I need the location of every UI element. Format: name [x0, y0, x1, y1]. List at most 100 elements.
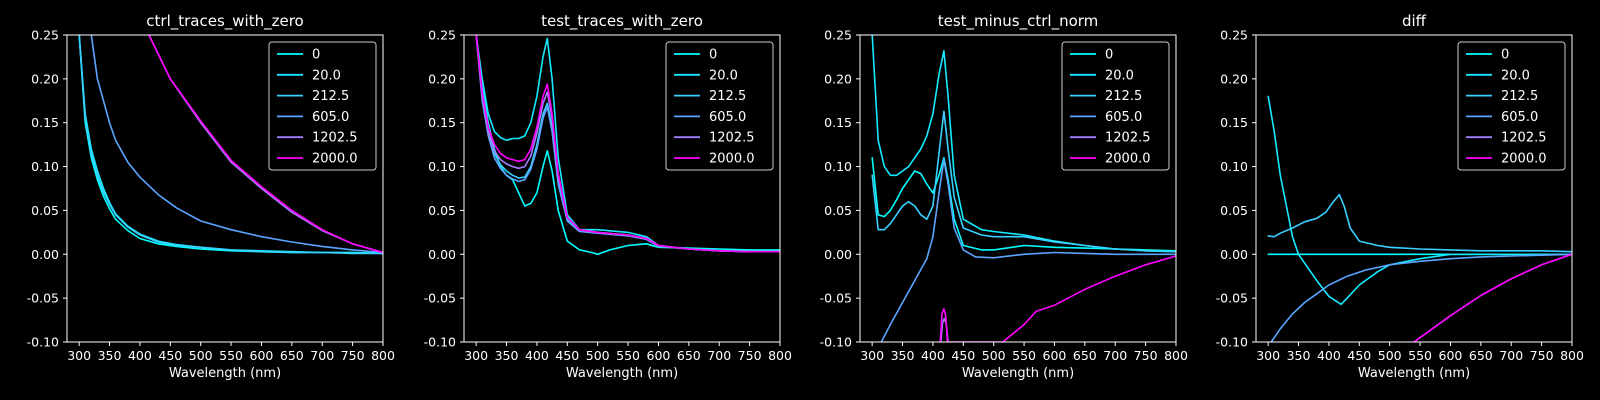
- series-line-4: [880, 158, 1176, 342]
- x-tick-label: 550: [219, 348, 243, 363]
- plot-frame: [1255, 34, 1573, 343]
- plot-frame: [859, 34, 1177, 343]
- series-line-4: [1270, 253, 1572, 342]
- x-tick-label: 350: [1287, 348, 1311, 363]
- legend-entry-label: 605.0: [1501, 110, 1538, 125]
- chart-title: test_minus_ctrl_norm: [938, 12, 1099, 31]
- x-tick-label: 600: [250, 348, 274, 363]
- x-tick-label: 550: [1012, 348, 1036, 363]
- x-tick-label: 300: [464, 348, 488, 363]
- legend-entry-label: 212.5: [1501, 89, 1538, 104]
- legend-entry-label: 212.5: [709, 89, 746, 104]
- y-tick-label: 0.00: [824, 247, 852, 262]
- legend-entry-label: 605.0: [312, 110, 349, 125]
- series-line-1: [871, 157, 1176, 252]
- legend-entry-label: 1202.5: [1105, 131, 1151, 146]
- y-tick-label: -0.10: [424, 335, 456, 350]
- y-tick-label: 0.25: [31, 28, 59, 43]
- legend-entry-label: 0: [1105, 48, 1113, 63]
- series-group: [475, 35, 780, 256]
- y-tick-label: 0.15: [428, 115, 456, 130]
- x-tick-label: 400: [525, 348, 549, 363]
- y-tick-label: 0.10: [1220, 159, 1248, 174]
- chart-title: test_traces_with_zero: [541, 12, 703, 31]
- x-tick-label: 600: [647, 348, 671, 363]
- legend: 0 20.0 212.5 605.0 1202.5 2000.0: [1457, 41, 1566, 171]
- x-tick-label: 750: [341, 348, 365, 363]
- y-tick-label: 0.20: [428, 71, 456, 86]
- y-tick-label: 0.25: [824, 28, 852, 43]
- legend-entry-label: 605.0: [1105, 110, 1142, 125]
- y-tick-label: 0.05: [31, 203, 59, 218]
- chart-title: ctrl_traces_with_zero: [146, 12, 303, 31]
- x-tick-label: 400: [921, 348, 945, 363]
- y-tick-label: 0.15: [31, 115, 59, 130]
- x-tick-label: 800: [1560, 348, 1584, 363]
- y-tick-label: 0.25: [428, 28, 456, 43]
- x-tick-label: 350: [495, 348, 519, 363]
- x-tick-label: 800: [371, 348, 395, 363]
- y-tick-label: 0.20: [1220, 71, 1248, 86]
- legend: 0 20.0 212.5 605.0 1202.5 2000.0: [665, 41, 774, 171]
- x-tick-label: 450: [1347, 348, 1371, 363]
- legend-entry-label: 20.0: [1105, 68, 1134, 83]
- x-tick-label: 650: [677, 348, 701, 363]
- legend-entry-label: 20.0: [1501, 68, 1530, 83]
- x-tick-label: 350: [98, 348, 122, 363]
- y-tick-label: 0.20: [824, 71, 852, 86]
- x-tick-label: 500: [586, 348, 610, 363]
- chart-panel-2: 300 350 400 450 500 550 600 650 700 750 800 -0.10 -0…: [424, 12, 792, 381]
- legend-entry-label: 212.5: [312, 89, 349, 104]
- x-tick-label: 750: [738, 348, 762, 363]
- series-line-3: [1267, 193, 1572, 253]
- legend-entry-label: 20.0: [709, 68, 738, 83]
- x-tick-label: 700: [1499, 348, 1523, 363]
- x-tick-label: 450: [158, 348, 182, 363]
- x-tick-label: 500: [982, 348, 1006, 363]
- x-tick-label: 450: [555, 348, 579, 363]
- y-tick-label: -0.10: [27, 335, 59, 350]
- y-tick-label: 0.15: [824, 115, 852, 130]
- series-line-6: [148, 35, 383, 254]
- plot-frame: [463, 34, 781, 343]
- y-tick-label: 0.00: [428, 247, 456, 262]
- x-axis-label: Wavelength (nm): [962, 366, 1074, 381]
- series-line-6: [1413, 253, 1572, 342]
- series-group: [871, 35, 1176, 342]
- x-axis-label: Wavelength (nm): [1358, 366, 1470, 381]
- series-line-3: [78, 35, 383, 255]
- y-tick-label: 0.10: [824, 159, 852, 174]
- x-tick-label: 650: [1073, 348, 1097, 363]
- x-tick-label: 700: [310, 348, 334, 363]
- y-tick-label: 0.25: [1220, 28, 1248, 43]
- y-tick-label: -0.05: [1216, 291, 1248, 306]
- chart-panel-3: 300 350 400 450 500 550 600 650 700 750 800 -0.10 -0…: [820, 12, 1188, 381]
- x-tick-label: 400: [128, 348, 152, 363]
- x-tick-label: 700: [1103, 348, 1127, 363]
- y-tick-label: 0.05: [1220, 203, 1248, 218]
- plot-frame: [66, 34, 384, 343]
- y-tick-label: -0.10: [820, 335, 852, 350]
- legend-entry-label: 0: [709, 48, 717, 63]
- legend: 0 20.0 212.5 605.0 1202.5 2000.0: [268, 41, 377, 171]
- y-tick-label: 0.15: [1220, 115, 1248, 130]
- x-tick-label: 600: [1043, 348, 1067, 363]
- x-tick-label: 550: [1408, 348, 1432, 363]
- series-line-5: [1413, 253, 1572, 342]
- x-tick-label: 300: [860, 348, 884, 363]
- series-group: [1267, 95, 1572, 342]
- x-tick-label: 650: [280, 348, 304, 363]
- legend-entry-label: 1202.5: [709, 131, 755, 146]
- x-tick-label: 700: [707, 348, 731, 363]
- series-line-4: [475, 35, 780, 253]
- x-tick-label: 450: [951, 348, 975, 363]
- x-tick-label: 400: [1317, 348, 1341, 363]
- y-tick-label: 0.00: [31, 247, 59, 262]
- y-tick-label: -0.10: [1216, 335, 1248, 350]
- x-tick-label: 500: [189, 348, 213, 363]
- chart-panel-4: 300 350 400 450 500 550 600 650 700 750 800 -0.10 -0…: [1216, 12, 1584, 381]
- x-tick-label: 550: [616, 348, 640, 363]
- legend-entry-label: 2000.0: [709, 152, 755, 167]
- x-axis-label: Wavelength (nm): [169, 366, 281, 381]
